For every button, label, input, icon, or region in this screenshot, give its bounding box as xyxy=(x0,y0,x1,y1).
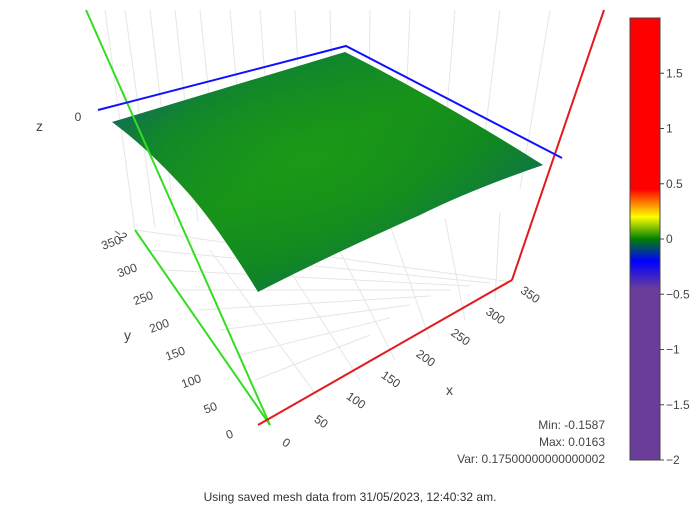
y-tick-label: 250 xyxy=(131,288,155,308)
stats-box: Min: -0.1587 Max: 0.0163 Var: 0.17500000… xyxy=(457,417,605,468)
colorbar-tick-label: 1.5 xyxy=(666,66,683,80)
y-axis-title: y xyxy=(124,327,131,343)
colorbar-tick-label: 1 xyxy=(666,122,673,136)
z-tick-label: 0 xyxy=(75,110,82,124)
y-tick-labels: 050 100 150 200 250 300 350 xyxy=(99,233,235,443)
stat-var: Var: 0.17500000000000002 xyxy=(457,452,605,466)
x-axis-line xyxy=(257,279,513,426)
y-axis-line-lower xyxy=(134,229,271,426)
stat-min: Min: -0.1587 xyxy=(538,418,605,432)
z-axis-line xyxy=(97,44,563,159)
y-axis-line xyxy=(85,9,271,426)
z-axis-title: z xyxy=(36,118,43,134)
y-tick-label: 100 xyxy=(179,371,203,391)
x-tick-label: 50 xyxy=(312,412,331,431)
y-tick-label: 150 xyxy=(163,343,187,363)
y-tick-label: 200 xyxy=(147,316,171,336)
stat-max: Max: 0.0163 xyxy=(538,435,605,449)
mesh-caption: Using saved mesh data from 31/05/2023, 1… xyxy=(203,490,497,504)
y-tick-label: 50 xyxy=(202,399,220,417)
colorbar-tick-label: 0.5 xyxy=(666,177,683,191)
colorbar-tick-label: −1 xyxy=(666,343,680,357)
x-axis-title: x xyxy=(446,382,453,398)
x-tick-label: 100 xyxy=(344,389,369,412)
y-tick-label: 0 xyxy=(224,427,235,443)
y-tick-label: 350 xyxy=(99,233,123,253)
x-tick-label: 250 xyxy=(448,326,473,349)
y-tick-label: 300 xyxy=(115,260,139,280)
x-tick-label: 200 xyxy=(414,347,439,370)
x-axis-line-vertical xyxy=(511,9,605,281)
colorbar-tick-label: −1.5 xyxy=(666,398,690,412)
colorbar: 1.5 1 0.5 0 −0.5 −1 −1.5 −2 xyxy=(629,17,690,467)
colorbar-tick-label: 0 xyxy=(666,232,673,246)
colorbar-tick-label: −2 xyxy=(666,453,680,467)
x-tick-label: 150 xyxy=(379,368,404,391)
colorbar-tick-label: −0.5 xyxy=(666,287,690,301)
x-tick-label: 300 xyxy=(483,304,508,327)
x-tick-label: 350 xyxy=(518,283,543,306)
mesh-surface[interactable] xyxy=(112,52,543,292)
colorbar-gradient xyxy=(629,17,661,461)
x-tick-label: 0 xyxy=(280,435,294,450)
